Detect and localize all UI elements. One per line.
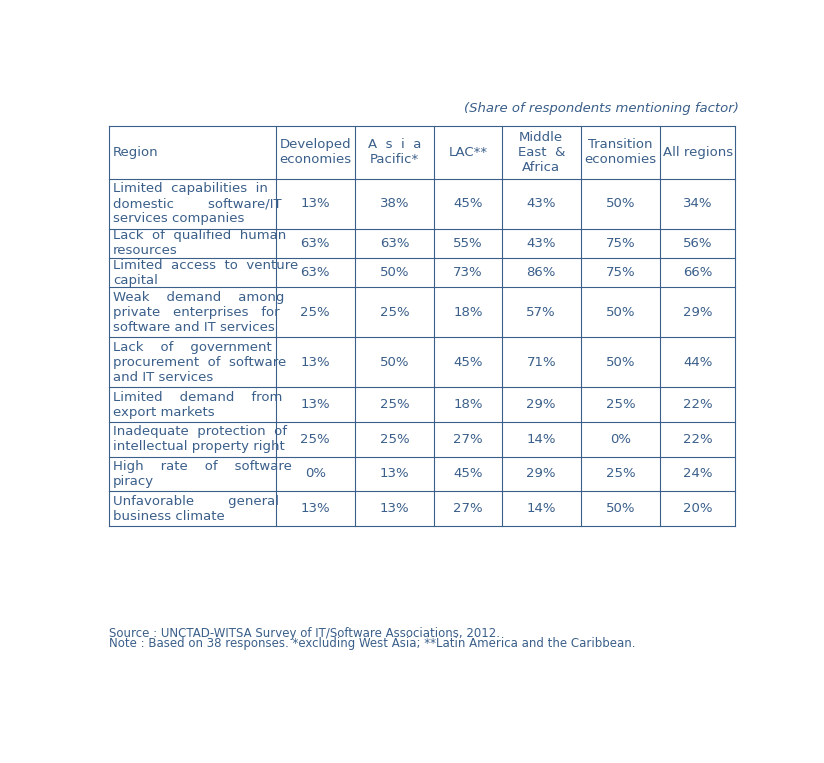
Text: 45%: 45%	[453, 197, 483, 210]
Text: 50%: 50%	[380, 266, 410, 279]
Text: 29%: 29%	[527, 398, 556, 411]
Text: Inadequate  protection  of
intellectual property right: Inadequate protection of intellectual pr…	[113, 425, 287, 453]
Text: 63%: 63%	[301, 266, 330, 279]
Text: 50%: 50%	[606, 356, 635, 369]
Text: Limited    demand    from
export markets: Limited demand from export markets	[113, 391, 283, 419]
Text: Region: Region	[113, 146, 159, 159]
Text: 43%: 43%	[527, 237, 556, 250]
Text: 22%: 22%	[683, 433, 713, 446]
Text: LAC**: LAC**	[448, 146, 488, 159]
Text: Developed
economies: Developed economies	[279, 138, 351, 166]
Text: (Share of respondents mentioning factor): (Share of respondents mentioning factor)	[464, 101, 738, 114]
Text: 0%: 0%	[610, 433, 631, 446]
Text: 25%: 25%	[380, 433, 410, 446]
Text: 50%: 50%	[606, 197, 635, 210]
Text: 18%: 18%	[453, 398, 483, 411]
Text: 45%: 45%	[453, 356, 483, 369]
Text: 45%: 45%	[453, 468, 483, 481]
Text: Lack  of  qualified  human
resources: Lack of qualified human resources	[113, 229, 286, 257]
Text: 25%: 25%	[380, 306, 410, 319]
Text: 20%: 20%	[683, 502, 713, 515]
Text: 13%: 13%	[301, 356, 330, 369]
Text: 50%: 50%	[606, 502, 635, 515]
Text: 86%: 86%	[527, 266, 556, 279]
Text: 13%: 13%	[301, 197, 330, 210]
Text: A  s  i  a
Pacific*: A s i a Pacific*	[368, 138, 421, 166]
Text: Limited  access  to  venture
capital: Limited access to venture capital	[113, 259, 298, 287]
Text: 27%: 27%	[453, 433, 483, 446]
Text: 24%: 24%	[683, 468, 713, 481]
Text: 34%: 34%	[683, 197, 713, 210]
Text: High    rate    of    software
piracy: High rate of software piracy	[113, 460, 292, 488]
Text: 63%: 63%	[301, 237, 330, 250]
Text: 13%: 13%	[301, 502, 330, 515]
Text: 14%: 14%	[527, 502, 556, 515]
Text: Weak    demand    among
private   enterprises   for
software and IT services: Weak demand among private enterprises fo…	[113, 291, 284, 333]
Text: Source : UNCTAD-WITSA Survey of IT/Software Associations, 2012.: Source : UNCTAD-WITSA Survey of IT/Softw…	[110, 626, 500, 639]
Text: 27%: 27%	[453, 502, 483, 515]
Text: Unfavorable        general
business climate: Unfavorable general business climate	[113, 494, 279, 523]
Text: 50%: 50%	[606, 306, 635, 319]
Text: 75%: 75%	[606, 237, 635, 250]
Text: 25%: 25%	[301, 433, 330, 446]
Text: 73%: 73%	[453, 266, 483, 279]
Text: 66%: 66%	[683, 266, 713, 279]
Text: 43%: 43%	[527, 197, 556, 210]
Text: 13%: 13%	[380, 468, 410, 481]
Text: Lack    of    government
procurement  of  software
and IT services: Lack of government procurement of softwa…	[113, 341, 286, 384]
Text: 55%: 55%	[453, 237, 483, 250]
Text: Note : Based on 38 responses. *excluding West Asia; **Latin America and the Cari: Note : Based on 38 responses. *excluding…	[110, 638, 635, 651]
Text: 22%: 22%	[683, 398, 713, 411]
Text: 38%: 38%	[380, 197, 410, 210]
Text: 25%: 25%	[380, 398, 410, 411]
Text: 14%: 14%	[527, 433, 556, 446]
Text: 29%: 29%	[683, 306, 713, 319]
Text: 44%: 44%	[683, 356, 713, 369]
Text: 25%: 25%	[301, 306, 330, 319]
Text: 50%: 50%	[380, 356, 410, 369]
Text: 71%: 71%	[527, 356, 556, 369]
Text: 29%: 29%	[527, 468, 556, 481]
Text: 13%: 13%	[380, 502, 410, 515]
Text: Middle
East  &
Africa: Middle East & Africa	[517, 131, 565, 174]
Text: Limited  capabilities  in
domestic        software/IT
services companies: Limited capabilities in domestic softwar…	[113, 182, 282, 225]
Text: 25%: 25%	[606, 468, 635, 481]
Text: 57%: 57%	[527, 306, 556, 319]
Text: 25%: 25%	[606, 398, 635, 411]
Text: 0%: 0%	[305, 468, 325, 481]
Text: 13%: 13%	[301, 398, 330, 411]
Text: 63%: 63%	[380, 237, 410, 250]
Text: 18%: 18%	[453, 306, 483, 319]
Text: 75%: 75%	[606, 266, 635, 279]
Text: Transition
economies: Transition economies	[584, 138, 657, 166]
Text: 56%: 56%	[683, 237, 713, 250]
Text: All regions: All regions	[662, 146, 733, 159]
